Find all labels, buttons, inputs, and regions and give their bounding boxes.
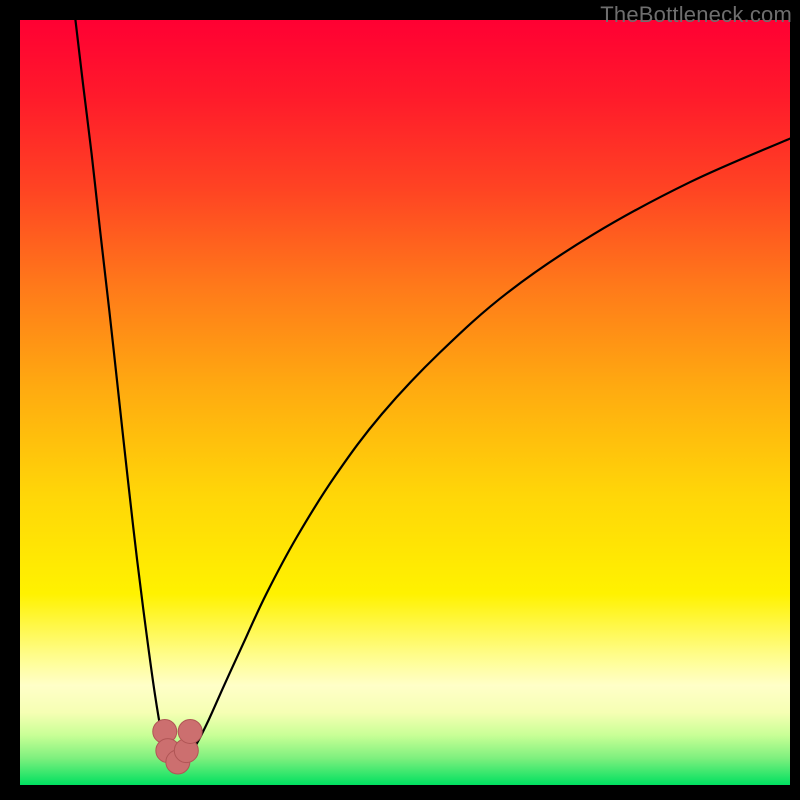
plot-svg	[20, 20, 790, 785]
marker-point	[178, 719, 202, 743]
watermark-text: TheBottleneck.com	[600, 2, 792, 28]
figure-root: TheBottleneck.com	[0, 0, 800, 800]
plot-area	[20, 20, 790, 785]
gradient-bg	[20, 20, 790, 785]
